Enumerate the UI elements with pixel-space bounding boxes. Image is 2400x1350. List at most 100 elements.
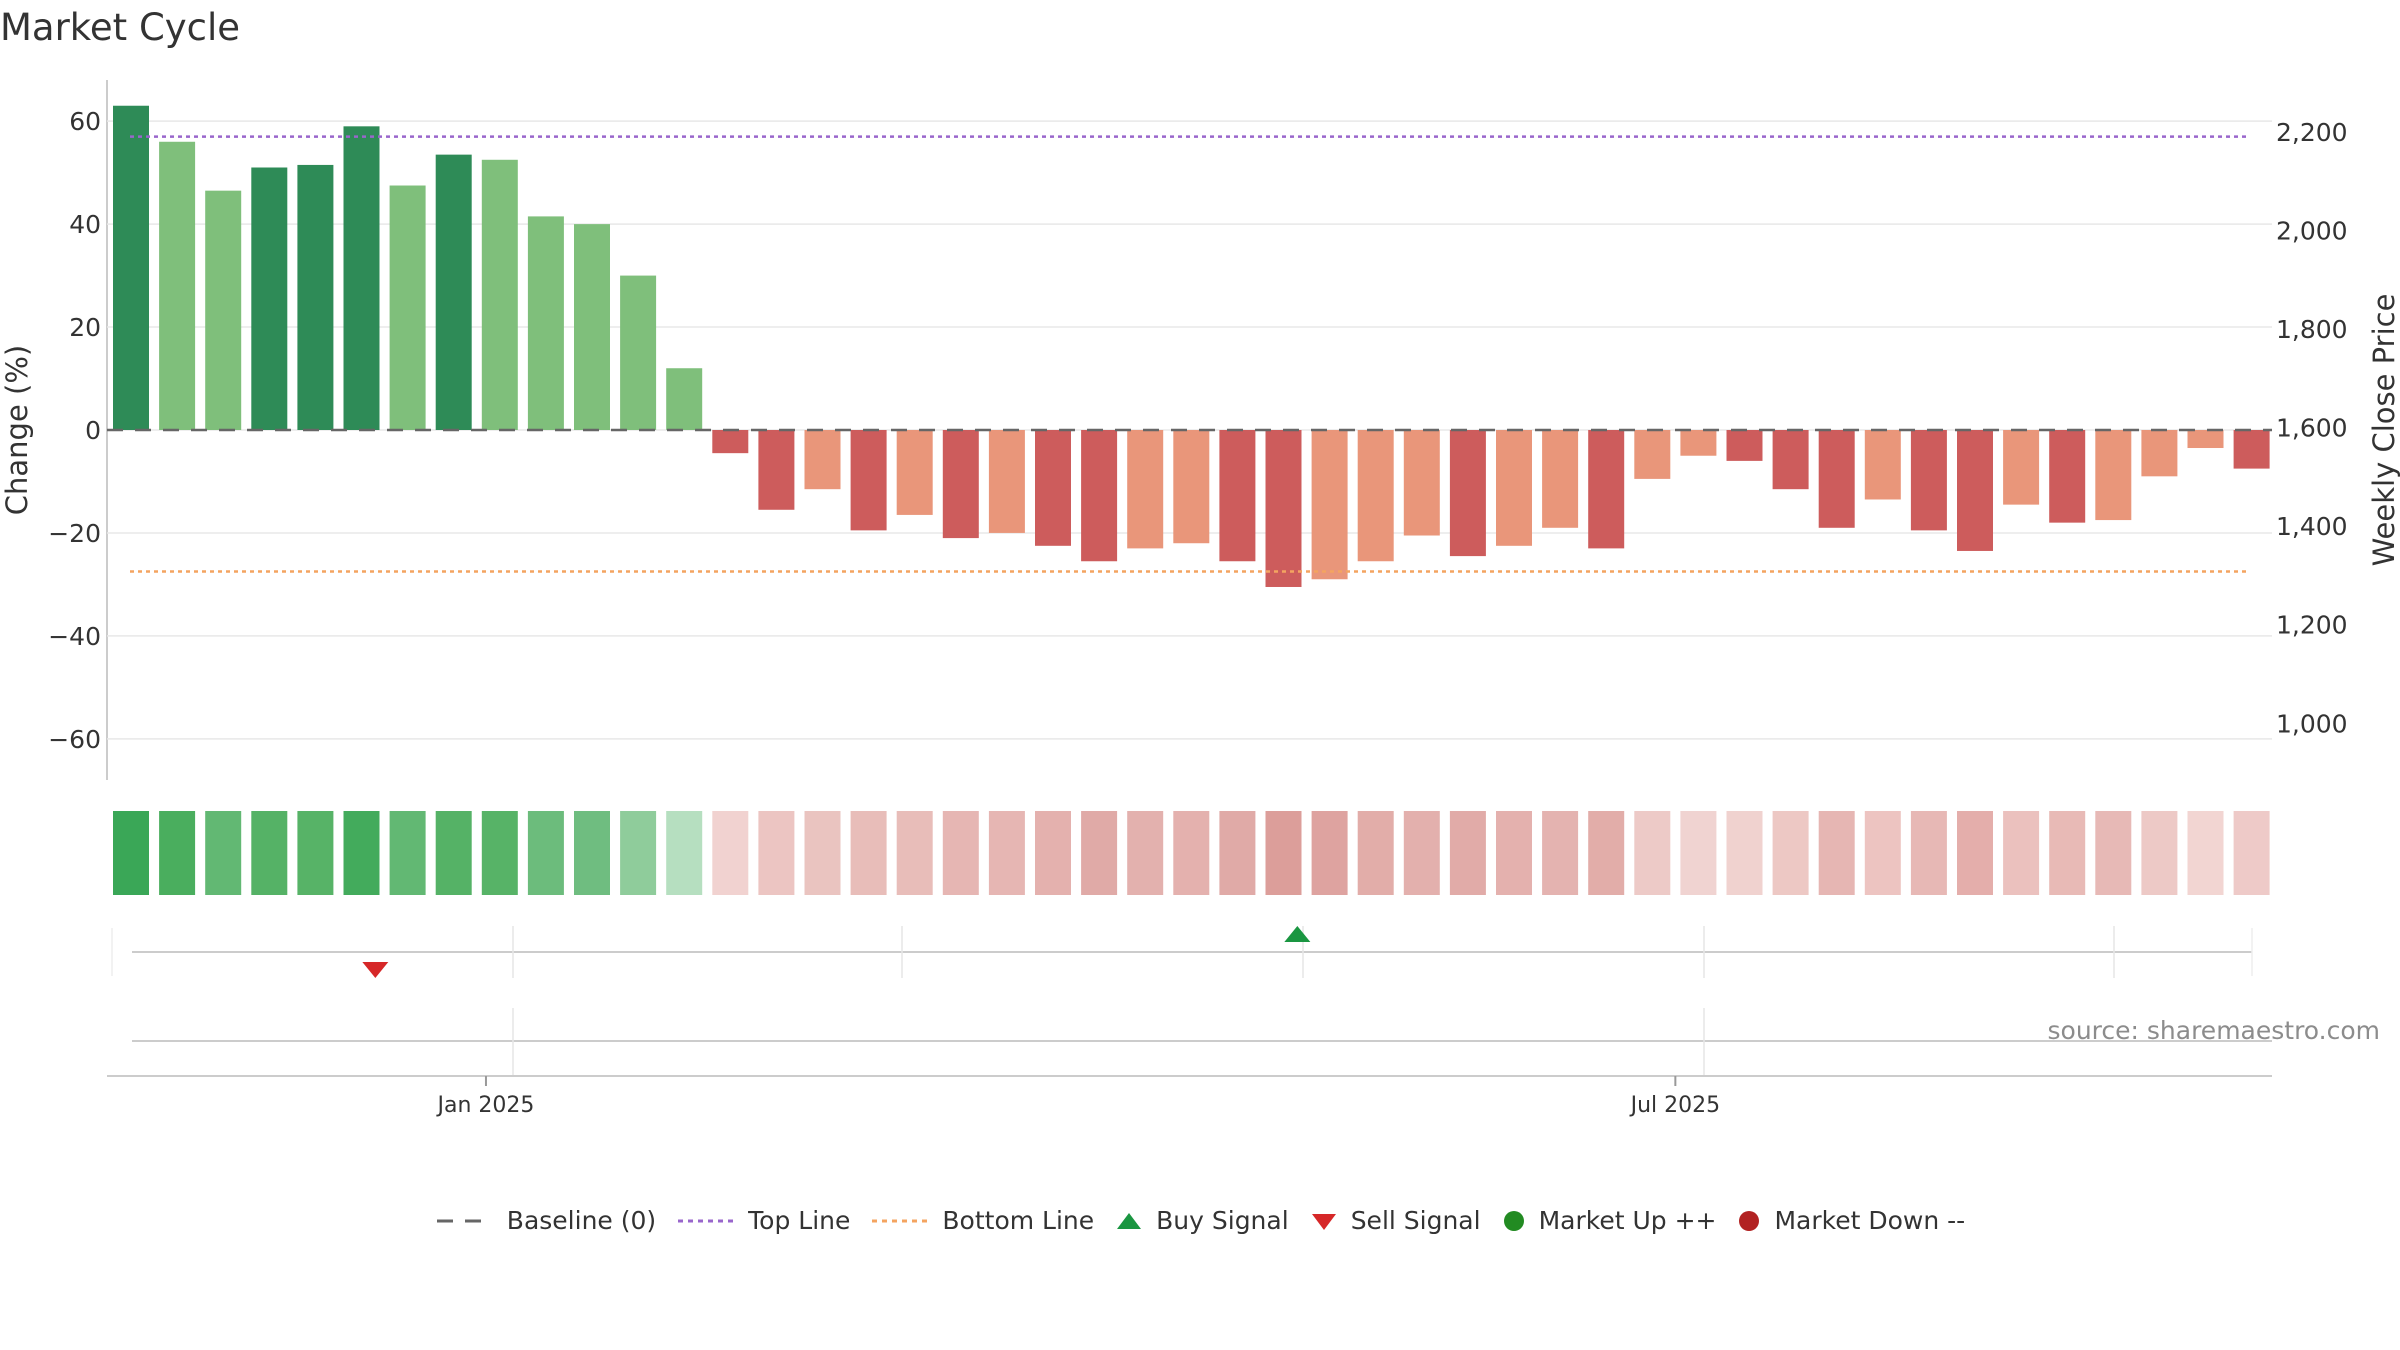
market-up-dot-icon [1503, 1210, 1524, 1231]
heat-cell [481, 811, 518, 895]
heat-cell [297, 811, 334, 895]
market-down-dot-icon [1739, 1210, 1760, 1231]
bar [1449, 430, 1486, 557]
heat-cell [712, 811, 749, 895]
x-tick-label: Jul 2025 [1629, 1093, 1721, 1118]
bar [435, 154, 472, 430]
heat-cell [343, 811, 380, 895]
heat-cell [1081, 811, 1118, 895]
bar [527, 216, 564, 430]
y2-tick-label: 1,200 [2276, 611, 2348, 640]
legend-buy-signal-label: Buy Signal [1156, 1206, 1289, 1235]
bar [2187, 430, 2224, 449]
y2-tick-label: 2,200 [2276, 118, 2348, 147]
bar [2141, 430, 2178, 477]
bar [666, 368, 703, 430]
y-tick-label: 40 [69, 210, 101, 239]
bar [205, 190, 242, 430]
legend: Baseline (0) Top Line Bottom Line Buy Si… [0, 1206, 2400, 1235]
heat-cell [896, 811, 933, 895]
heat-cell [435, 811, 472, 895]
heat-cell [1726, 811, 1763, 895]
chart-title: Market Cycle [0, 6, 241, 49]
y2-tick-label: 2,000 [2276, 216, 2348, 245]
y-tick-label: −20 [48, 519, 101, 548]
bar [1588, 430, 1625, 549]
heat-cell [251, 811, 288, 895]
sell-signal-marker [362, 962, 389, 978]
heat-cell [2187, 811, 2224, 895]
bar [159, 141, 196, 430]
heat-cell [1864, 811, 1901, 895]
bar [1265, 430, 1302, 587]
legend-market-up-label: Market Up ++ [1538, 1206, 1717, 1235]
bar [343, 126, 380, 430]
heat-cell [850, 811, 887, 895]
bar [2049, 430, 2086, 523]
bar [1864, 430, 1901, 500]
heat-cell [2233, 811, 2270, 895]
legend-bottom-line: Bottom Line [870, 1206, 1094, 1235]
y-tick-label: 0 [85, 416, 101, 445]
legend-sell-signal: Sell Signal [1309, 1206, 1481, 1235]
bar [1403, 430, 1440, 536]
heat-cell [1634, 811, 1671, 895]
x-tick-label: Jan 2025 [436, 1093, 535, 1118]
bar [2233, 430, 2270, 469]
bar [988, 430, 1025, 533]
bar [712, 430, 749, 454]
legend-top-line-label: Top Line [748, 1206, 851, 1235]
bar [2095, 430, 2132, 521]
bar [1173, 430, 1210, 544]
heat-cell [389, 811, 426, 895]
buy-triangle-icon [1117, 1212, 1142, 1229]
bar [1311, 430, 1348, 580]
heat-cell [620, 811, 657, 895]
heat-cell [942, 811, 979, 895]
heat-cell [574, 811, 610, 895]
legend-market-down: Market Down -- [1736, 1206, 1965, 1235]
bar [1496, 430, 1532, 546]
bar [758, 430, 795, 510]
heat-cell [758, 811, 795, 895]
bar [2003, 430, 2040, 505]
bar [1081, 430, 1118, 562]
heat-cell [2003, 811, 2040, 895]
bar [1634, 430, 1671, 479]
legend-bottom-line-label: Bottom Line [942, 1206, 1095, 1235]
heat-cell [527, 811, 564, 895]
bar [1772, 430, 1809, 490]
heat-cell [1542, 811, 1579, 895]
y2-tick-label: 1,000 [2276, 709, 2348, 738]
heat-cell [1403, 811, 1440, 895]
y-tick-label: −40 [48, 622, 101, 651]
bar [113, 105, 149, 430]
legend-top-line: Top Line [676, 1206, 850, 1235]
bar [251, 167, 288, 430]
y2-tick-label: 1,800 [2276, 315, 2348, 344]
heat-cell [2141, 811, 2178, 895]
bar [1127, 430, 1164, 549]
bar [804, 430, 841, 490]
bar [1957, 430, 1993, 551]
bar [481, 159, 518, 430]
bar [1035, 430, 1071, 546]
heat-cell [666, 811, 703, 895]
y-axis-title: Change (%) [0, 345, 34, 515]
legend-buy-signal: Buy Signal [1114, 1206, 1289, 1235]
heat-cell [1910, 811, 1947, 895]
heat-cell [1219, 811, 1256, 895]
bar [297, 164, 334, 431]
legend-baseline-label: Baseline (0) [506, 1206, 657, 1235]
bar [1680, 430, 1717, 456]
heat-cell [804, 811, 841, 895]
bar [1726, 430, 1763, 461]
bar [942, 430, 979, 539]
bar [1910, 430, 1947, 531]
sell-triangle-icon [1311, 1213, 1336, 1230]
heat-cell [1311, 811, 1348, 895]
heat-cell [1173, 811, 1210, 895]
y-tick-label: −60 [48, 725, 101, 754]
source-credit: source: sharemaestro.com [2047, 1016, 2381, 1045]
